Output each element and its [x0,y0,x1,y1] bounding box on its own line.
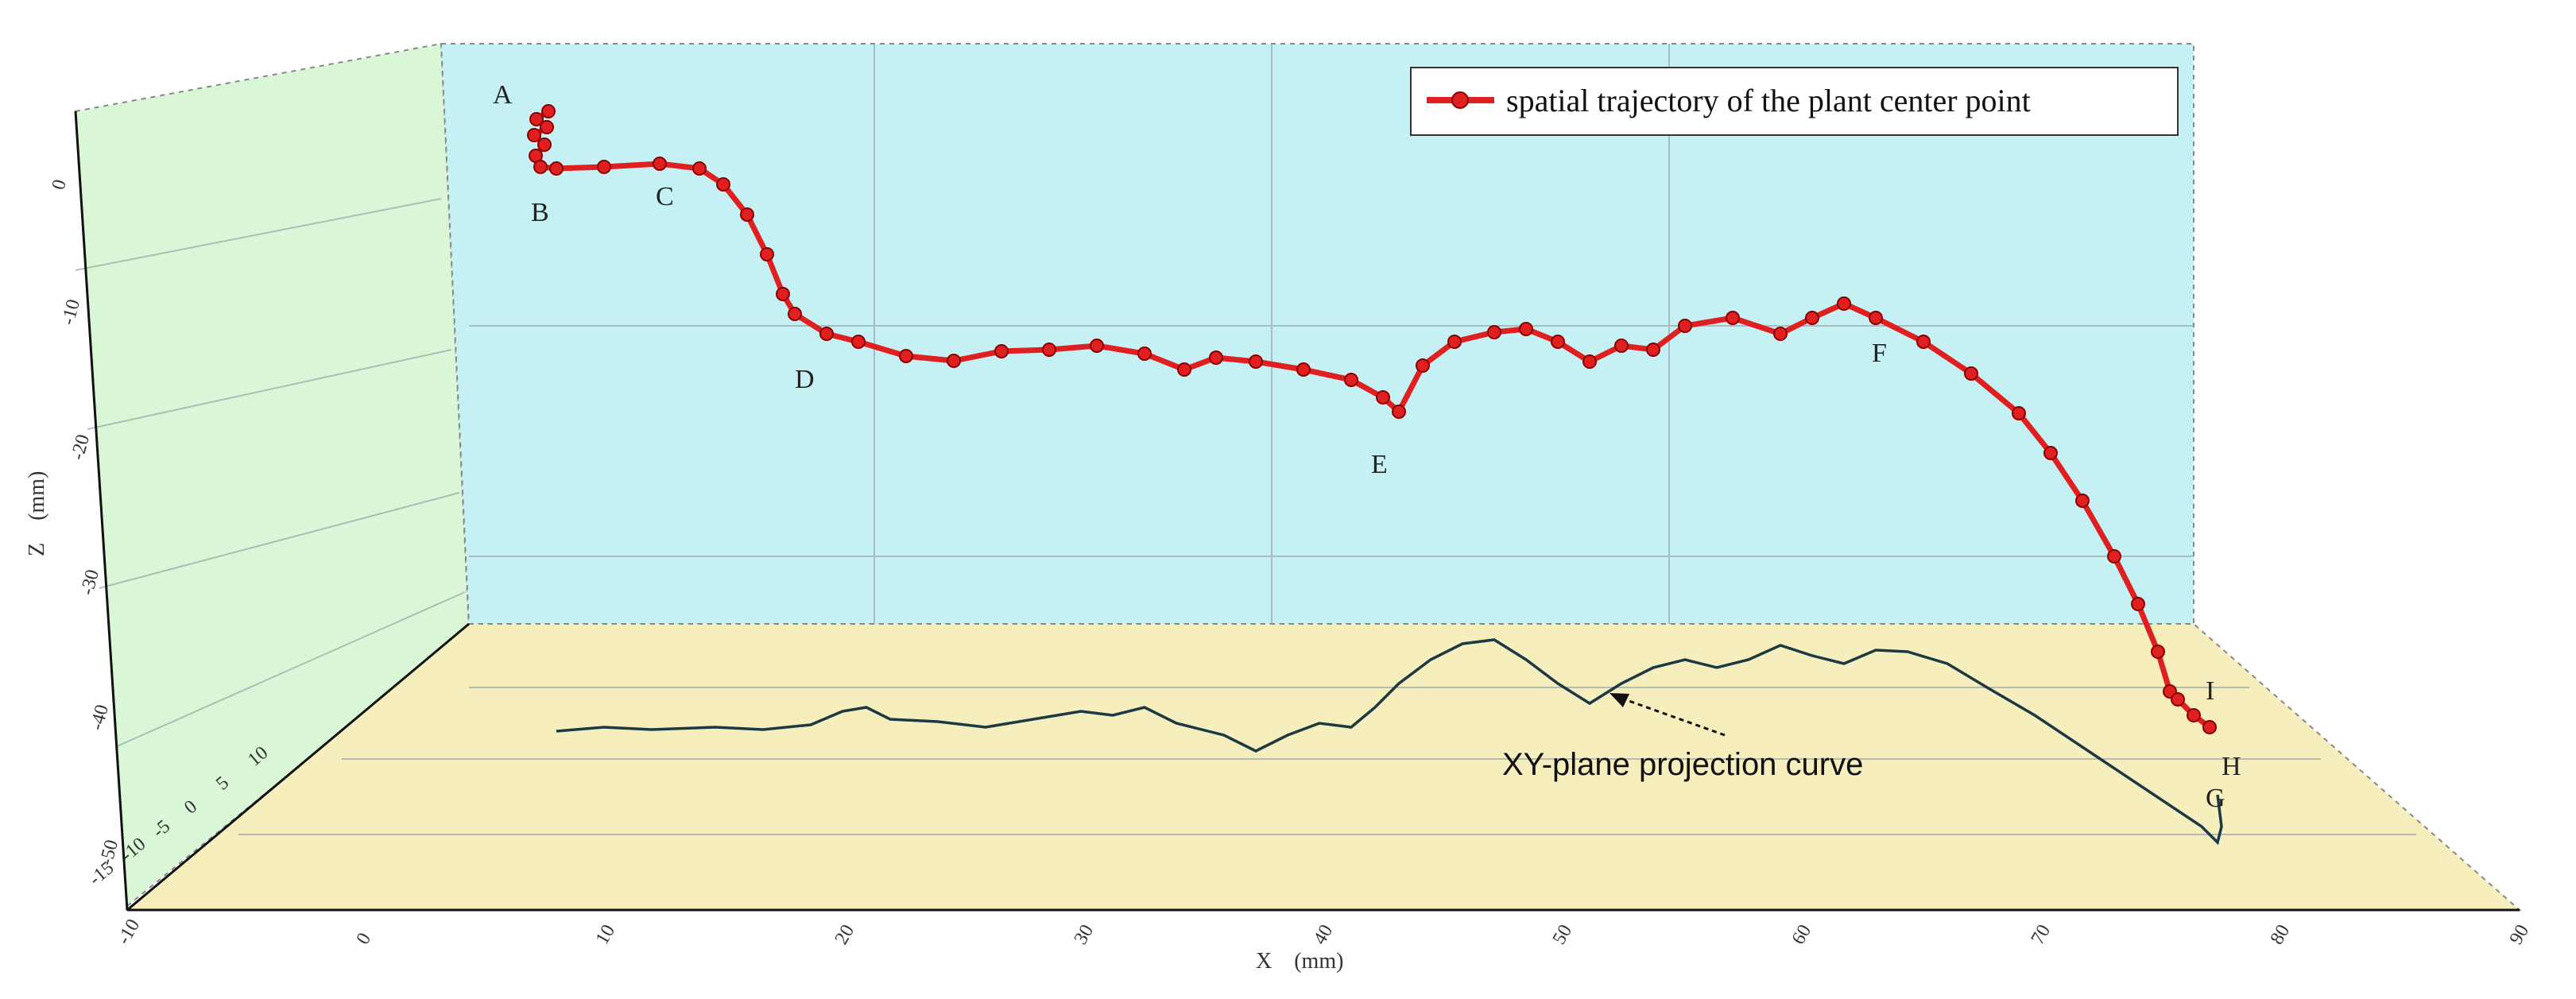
projection-annotation: XY-plane projection curve [1502,693,1863,782]
annotation-label: XY-plane projection curve [1502,747,1863,782]
trajectory-marker [1773,327,1788,341]
trajectory-marker [1646,343,1660,357]
x-tick-label: 50 [1549,921,1577,948]
trajectory-marker [653,157,667,171]
trajectory-marker [2187,708,2201,722]
trajectory-marker [1447,335,1462,349]
trajectory-marker [716,177,730,192]
trajectory-marker [1551,335,1565,349]
trajectory-marker [1392,405,1406,419]
point-label-d: D [795,365,815,394]
trajectory-marker [2012,406,2026,420]
point-labels: A B C D E F I HG [493,80,2241,813]
trajectory-marker [527,128,541,142]
trajectory-marker [1678,319,1692,333]
z-axis-title: Z (mm) [25,471,49,556]
trajectory-markers [527,104,2217,734]
z-tick-label: -40 [87,703,113,733]
trajectory-marker [776,287,790,301]
x-tick-label: 20 [831,921,859,948]
trajectory-marker [947,354,961,368]
point-label-f: F [1872,339,1887,368]
trajectory-marker [541,104,556,118]
trajectory-marker [1416,358,1430,373]
trajectory-marker [994,344,1009,358]
trajectory-marker [1805,311,1819,325]
back-wall [440,43,2194,625]
trajectory-marker [1487,325,1501,339]
box-frame [74,110,2520,912]
trajectory-marker [760,247,774,261]
trajectory-marker [1837,296,1851,311]
point-label-h: H [2222,752,2241,781]
trajectory-marker [1869,311,1883,325]
trajectory-marker [533,160,548,174]
trajectory-marker [549,161,564,176]
trajectory-marker [1249,354,1263,369]
trajectory-marker [1916,335,1931,349]
x-tick-label: 0 [353,930,376,948]
trajectory-marker [788,307,802,321]
trajectory-marker [1137,347,1152,361]
point-label-b: B [531,198,549,227]
point-label-g: G [2206,784,2225,813]
trajectory-marker [1614,339,1629,353]
trajectory-marker [1090,339,1104,353]
point-label-c: C [656,182,674,211]
trajectory-marker [819,327,834,341]
trajectory-marker [540,120,554,134]
trajectory-marker [2107,549,2121,563]
x-axis-ticks: -10 0 10 20 30 40 50 60 70 80 90 [114,916,2534,948]
trajectory-marker [692,161,707,176]
trajectory-marker [2171,692,2185,707]
trajectory-marker [537,137,552,152]
x-axis-title: X (mm) [1256,949,1343,974]
legend-entry: spatial trajectory of the plant center p… [1506,83,2031,118]
z-tick-label: -20 [68,432,94,463]
grid-lines [75,44,2416,835]
trajectory-marker [2151,645,2165,659]
trajectory-marker [1519,322,1533,336]
x-tick-label: 60 [1788,921,1816,948]
z-tick-label: 0 [48,177,71,192]
trajectory-marker [1726,311,1740,325]
trajectory-marker [740,207,754,222]
trajectory-marker [1964,366,1978,381]
point-label-i: I [2206,676,2214,706]
trajectory-marker [597,160,611,174]
legend-box [1410,67,2179,136]
x-tick-label: 80 [2267,921,2295,948]
x-tick-label: 70 [2028,921,2055,948]
z-tick-label: -10 [58,297,84,327]
trajectory-marker [2043,446,2058,460]
x-tick-label: 40 [1310,921,1338,948]
xy-projection-curve [556,638,2223,846]
trajectory-marker [1209,350,1223,365]
trajectory-marker [851,335,866,349]
annotation-arrowhead [1610,693,1629,707]
trajectory-marker [1042,343,1056,357]
trajectory-marker [529,112,544,126]
trajectory-marker [1177,362,1191,377]
point-label-e: E [1371,450,1388,479]
trajectory-marker [1582,354,1597,369]
legend: spatial trajectory of the plant center p… [1410,67,2179,136]
x-tick-label: 30 [1071,921,1098,948]
trajectory-marker [2075,494,2090,508]
point-label-a: A [493,80,513,110]
x-tick-label: -10 [114,916,145,948]
trajectory-marker [899,349,913,363]
trajectory-marker [1376,390,1390,405]
annotation-arrow [1613,694,1726,737]
trajectory-marker [2202,720,2217,734]
trajectory-marker [2131,597,2145,611]
trajectory-marker [1296,362,1311,377]
x-tick-label: 90 [2506,921,2534,948]
x-tick-label: 10 [592,921,620,948]
legend-marker [1451,91,1469,109]
trajectory-marker [1344,373,1358,387]
z-tick-label: -30 [77,567,103,598]
